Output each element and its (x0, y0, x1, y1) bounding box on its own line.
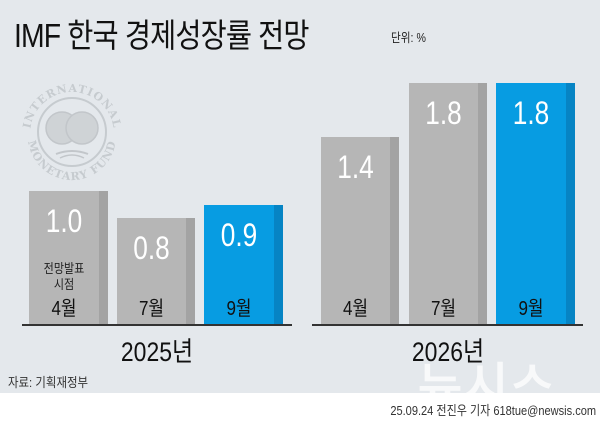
chart-title: IMF 한국 경제성장률 전망 (14, 17, 309, 54)
year-label-2026: 2026년 (411, 337, 485, 367)
unit-label: 단위: % (391, 31, 426, 45)
byline-credit: 25.09.24 전진우 기자 618tue@newsis.com (390, 403, 596, 418)
year-label-2025: 2025년 (120, 337, 194, 367)
newsis-watermark: 뉴시스 (418, 360, 557, 413)
svg-text:MONETARY FUND: MONETARY FUND (25, 139, 119, 183)
bar-value: 1.8 (512, 95, 550, 131)
bar-2025-sep: 0.9 9월 (204, 205, 283, 325)
bar-2026-jul: 1.8 7월 (409, 83, 487, 325)
baseline-2025 (22, 324, 292, 326)
bar-value: 1.8 (425, 95, 462, 131)
bar-month-label: 7월 (430, 298, 457, 320)
bar-month-label: 9월 (226, 298, 252, 320)
bar-value: 0.8 (133, 230, 170, 266)
bar-value: 1.0 (45, 203, 83, 239)
bar-month-label: 9월 (518, 298, 544, 320)
chart-canvas: IMF 한국 경제성장률 전망 단위: % INTERNATIONAL MONE… (0, 0, 600, 393)
source-label: 자료: 기획재정부 (8, 375, 89, 390)
announcement-note: 전망발표 시점 (43, 261, 85, 292)
bar-2026-sep: 1.8 9월 (496, 83, 575, 325)
imf-seal-icon: INTERNATIONAL MONETARY FUND (20, 82, 122, 183)
bar-month-label: 4월 (51, 298, 77, 320)
bar-value: 0.9 (220, 217, 258, 253)
bar-2025-apr: 1.0 전망발표 시점 4월 (29, 191, 108, 325)
baseline-2026 (312, 324, 583, 326)
bar-2025-jul: 0.8 7월 (117, 218, 195, 325)
bar-value: 1.4 (337, 149, 374, 185)
bar-month-label: 7월 (138, 298, 165, 320)
bar-month-label: 4월 (342, 298, 369, 320)
bar-2026-apr: 1.4 4월 (321, 137, 399, 325)
